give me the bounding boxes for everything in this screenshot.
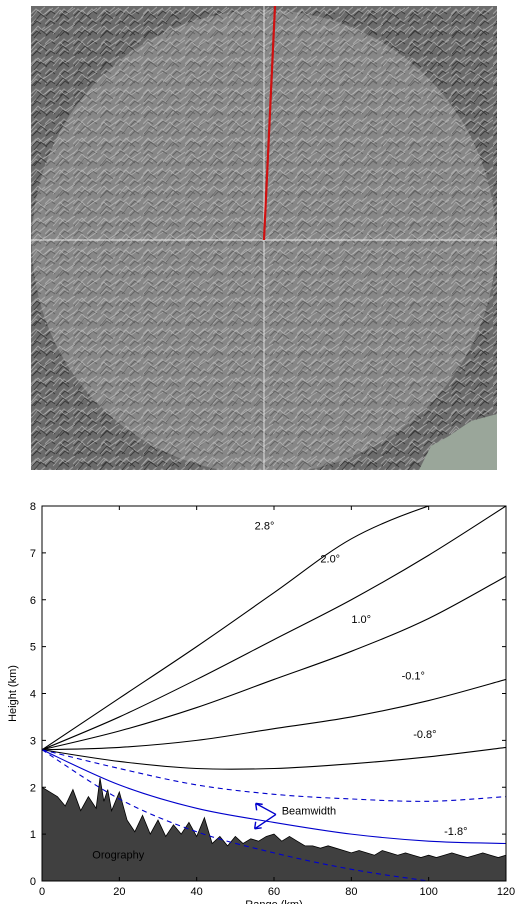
beam-edge-line-5: [42, 749, 506, 802]
x-axis-title: Range (km): [245, 899, 302, 904]
annotation-label: Orography: [92, 850, 144, 862]
terrain-map-svg: [31, 6, 497, 470]
x-tick-label: 120: [497, 886, 515, 898]
annotation-label: 1.0°: [351, 614, 371, 626]
beam-height-chart: 2.8° 2.0° 1.0° -0.1° -0.8° Beamwidth -1.8° Orog…: [0, 496, 515, 904]
plot-content: [42, 506, 506, 881]
annotation-label: Beamwidth: [282, 805, 336, 817]
annotation-label: -0.1°: [402, 670, 425, 682]
x-tick-label: 40: [191, 886, 203, 898]
x-tick-label: 0: [39, 886, 45, 898]
y-tick-label: 8: [30, 501, 36, 513]
annotation-label: 2.0°: [320, 553, 340, 565]
y-tick-label: 0: [30, 876, 36, 888]
x-tick-label: 20: [113, 886, 125, 898]
y-tick-label: 6: [30, 595, 36, 607]
series-line-2.8: [42, 506, 448, 751]
x-tick-label: 60: [268, 886, 280, 898]
beamwidth-arrow-lower: [253, 813, 277, 830]
beam-edge-line-7: [42, 749, 433, 881]
annotation-label: 2.8°: [255, 520, 275, 532]
annotation-label: -0.8°: [413, 729, 436, 741]
series-line-2.0: [42, 506, 506, 751]
terrain-map: [31, 6, 497, 470]
chart-svg: 2.8° 2.0° 1.0° -0.1° -0.8° Beamwidth -1.8° Orog…: [7, 501, 515, 904]
y-tick-label: 5: [30, 642, 36, 654]
series-line-1.0: [42, 575, 506, 751]
beam-line: [262, 6, 277, 241]
x-tick-label: 80: [345, 886, 357, 898]
y-tick-label: 2: [30, 782, 36, 794]
y-axis-title: Height (km): [7, 665, 19, 722]
y-tick-label: 1: [30, 829, 36, 841]
y-tick-label: 7: [30, 548, 36, 560]
y-tick-label: 3: [30, 735, 36, 747]
beamwidth-arrow-upper: [254, 802, 277, 816]
orography-area: [42, 777, 506, 881]
series-line--1.8: [42, 749, 506, 845]
series-line--0.8: [42, 746, 506, 770]
x-tick-label: 100: [419, 886, 437, 898]
series-line--0.1: [42, 678, 506, 751]
annotation-label: -1.8°: [444, 826, 467, 838]
y-tick-label: 4: [30, 689, 36, 701]
lake: [419, 414, 497, 470]
